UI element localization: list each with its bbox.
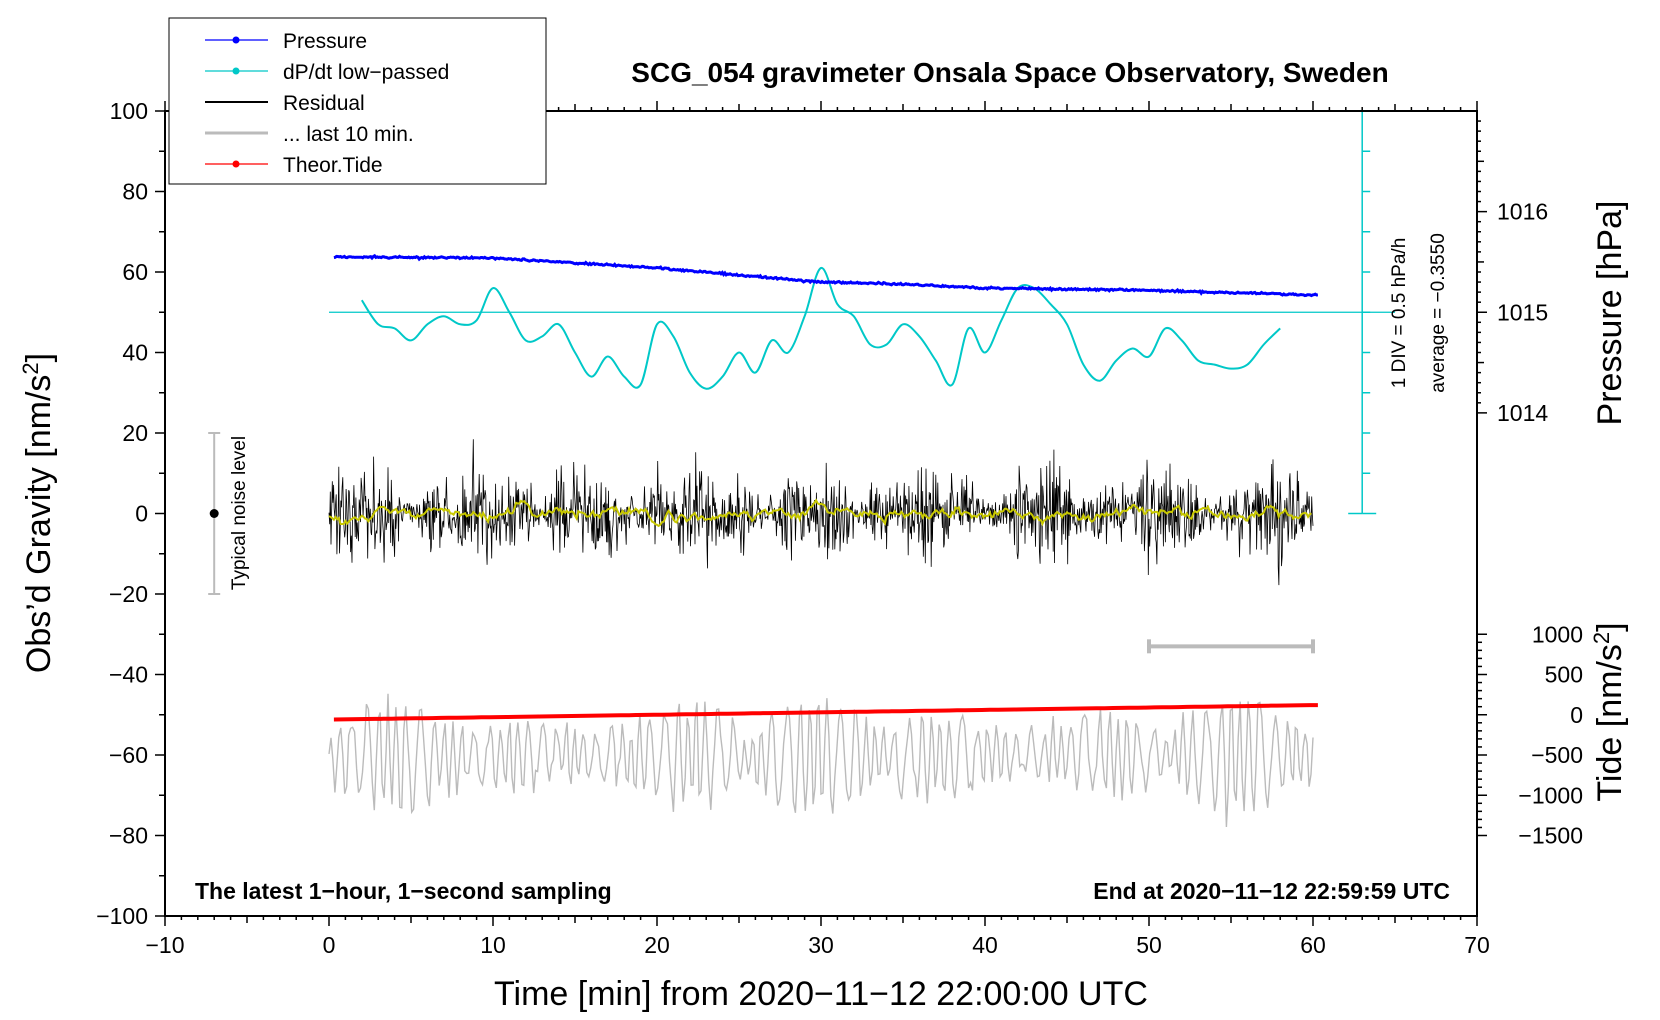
last-10-min-series [328,693,1314,828]
tide-tick-label: −500 [1531,742,1583,768]
residual-smoothed-series [328,498,1312,528]
pressure-tick-label: 1015 [1497,299,1548,325]
x-tick-label: 70 [1464,932,1490,958]
legend-dpdt-marker [232,67,240,75]
y-tick-label: −20 [109,581,148,607]
legend-tide-label: Theor.Tide [283,154,383,177]
tide-line [333,703,1318,722]
y-tick-label: −100 [96,903,148,929]
y-tick-label: −40 [109,662,148,688]
note-end-time: End at 2020−11−12 22:59:59 UTC [1093,878,1450,904]
noise-level-label: Typical noise level [229,436,250,590]
y-axis-label-close: ] [20,353,58,362]
legend-pressure-marker [232,36,240,44]
x-tick-label: −10 [145,932,184,958]
pressure-tick-label: 1014 [1497,400,1548,426]
chart-axes: −10 0 10 20 30 40 50 60 70100806040200−20−40−60−… [96,98,1583,958]
last-10-min-line [328,693,1314,828]
legend: Pressure dP/dt low−passed Residual ... l… [168,17,547,185]
y-tick-label: 100 [110,98,148,124]
legend-residual-label: Residual [283,92,365,115]
chart-title: SCG_054 gravimeter Onsala Space Observat… [631,57,1388,88]
y-tick-label: −60 [109,742,148,768]
noise-bar-dot [209,509,219,518]
y-tick-label: 60 [122,259,148,285]
tide-axis-label-sup: 2 [1589,632,1614,644]
chart-annotations [208,432,1315,654]
tide-tick-label: −1000 [1518,782,1583,808]
tide-axis-label-close: ] [1591,622,1629,631]
pressure-axis-label: Pressure [hPa] [1591,201,1629,426]
legend-pressure-label: Pressure [283,30,367,53]
legend-dpdt-label: dP/dt low−passed [283,61,449,84]
tide-tick-label: 0 [1570,702,1583,728]
pressure-tick-label: 1016 [1497,199,1548,225]
legend-last10-label: ... last 10 min. [283,123,414,146]
dpdt-average-label: average = −0.3550 [1428,233,1449,393]
x-tick-label: 20 [644,932,670,958]
note-sampling: The latest 1−hour, 1−second sampling [195,878,612,904]
tide-tick-label: 1000 [1532,621,1583,647]
x-tick-label: 40 [972,932,998,958]
pressure-series [333,253,1319,298]
x-tick-label: 50 [1136,932,1162,958]
y-tick-label: −80 [109,823,148,849]
dpdt-division-label: 1 DIV = 0.5 hPa/h [1389,238,1410,389]
tide-series [333,703,1318,722]
dpdt-series [329,110,1395,515]
legend-tide-marker [232,160,240,168]
x-tick-label: 10 [480,932,506,958]
pressure-line [333,253,1319,298]
y-tick-label: 40 [122,340,148,366]
tide-axis-label-main: Tide [nm/s [1591,644,1629,801]
x-tick-label: 60 [1300,932,1326,958]
dpdt-line [360,266,1281,390]
y-axis-label-sup: 2 [18,362,43,374]
y-axis-label-main: Obs’d Gravity [nm/s [20,375,58,674]
y-axis-label: Obs’d Gravity [nm/s2] [18,353,58,673]
y-tick-label: 20 [122,420,148,446]
y-tick-label: 80 [122,179,148,205]
x-tick-label: 30 [808,932,834,958]
residual-series [328,439,1314,586]
x-tick-label: 0 [323,932,336,958]
y-tick-label: 0 [135,501,148,527]
tide-tick-label: −1500 [1518,823,1583,849]
residual-smoothed-line [328,498,1312,528]
residual-line [328,439,1314,586]
x-axis-label: Time [min] from 2020−11−12 22:00:00 UTC [494,975,1148,1013]
tide-tick-label: 500 [1545,662,1583,688]
tide-axis-label: Tide [nm/s2] [1589,622,1629,801]
